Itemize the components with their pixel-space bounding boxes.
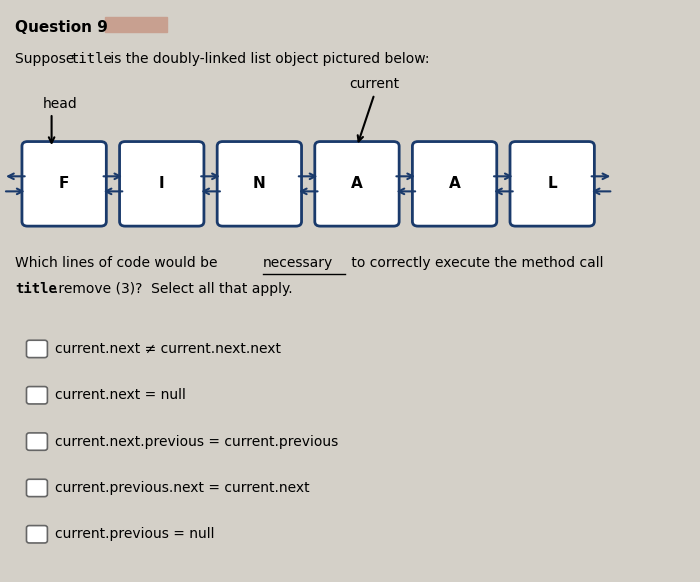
FancyBboxPatch shape bbox=[412, 141, 497, 226]
Text: current.previous.next = current.next: current.previous.next = current.next bbox=[55, 481, 309, 495]
Text: L: L bbox=[547, 176, 557, 191]
Text: Which lines of code would be: Which lines of code would be bbox=[15, 256, 222, 270]
FancyBboxPatch shape bbox=[22, 141, 106, 226]
FancyBboxPatch shape bbox=[27, 340, 48, 357]
Text: F: F bbox=[59, 176, 69, 191]
Text: to correctly execute the method call: to correctly execute the method call bbox=[346, 256, 603, 270]
Text: current.next ≠ current.next.next: current.next ≠ current.next.next bbox=[55, 342, 281, 356]
Text: Suppose: Suppose bbox=[15, 52, 79, 66]
Text: current: current bbox=[349, 77, 400, 91]
FancyBboxPatch shape bbox=[27, 386, 48, 404]
Text: .remove (3)?  Select all that apply.: .remove (3)? Select all that apply. bbox=[55, 282, 293, 296]
Text: head: head bbox=[43, 97, 78, 111]
Text: current.next.previous = current.previous: current.next.previous = current.previous bbox=[55, 435, 338, 449]
Text: necessary: necessary bbox=[262, 256, 333, 270]
FancyBboxPatch shape bbox=[120, 141, 204, 226]
Text: Question 9: Question 9 bbox=[15, 20, 108, 35]
FancyBboxPatch shape bbox=[27, 433, 48, 450]
Text: title: title bbox=[15, 282, 57, 296]
Text: A: A bbox=[449, 176, 461, 191]
Text: is the doubly-linked list object pictured below:: is the doubly-linked list object picture… bbox=[106, 52, 430, 66]
FancyBboxPatch shape bbox=[510, 141, 594, 226]
FancyBboxPatch shape bbox=[27, 526, 48, 543]
FancyBboxPatch shape bbox=[27, 479, 48, 496]
Text: I: I bbox=[159, 176, 164, 191]
Text: N: N bbox=[253, 176, 266, 191]
Text: A: A bbox=[351, 176, 363, 191]
FancyBboxPatch shape bbox=[104, 17, 167, 32]
Text: current.previous = null: current.previous = null bbox=[55, 527, 215, 541]
FancyBboxPatch shape bbox=[217, 141, 302, 226]
Text: title: title bbox=[71, 52, 112, 66]
FancyBboxPatch shape bbox=[315, 141, 399, 226]
Text: current.next = null: current.next = null bbox=[55, 388, 186, 402]
